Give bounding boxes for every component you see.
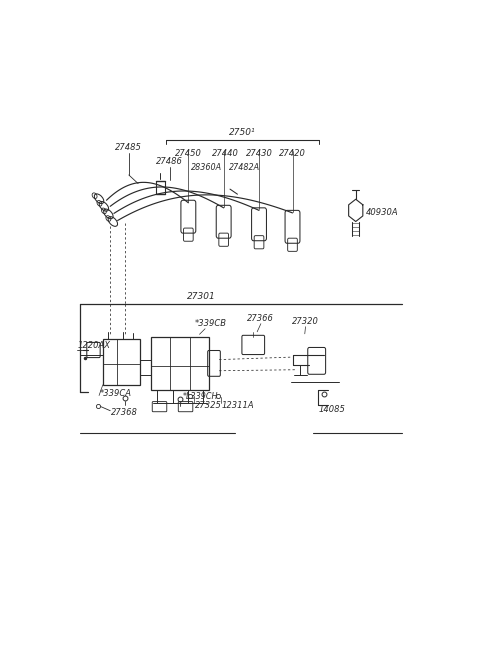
Text: 28360A: 28360A — [192, 164, 223, 172]
Text: 27485: 27485 — [115, 143, 142, 152]
Text: 27450: 27450 — [175, 148, 202, 158]
Text: 12311A: 12311A — [222, 401, 254, 410]
Text: 27366: 27366 — [248, 313, 274, 323]
Text: 40930A: 40930A — [366, 208, 398, 217]
Text: 27440: 27440 — [212, 148, 239, 158]
Text: 27301: 27301 — [187, 292, 216, 302]
Text: 27325: 27325 — [195, 401, 222, 410]
Text: 14085: 14085 — [319, 405, 346, 414]
Text: *339CB: *339CB — [195, 319, 227, 328]
Text: 27486: 27486 — [156, 157, 183, 166]
Text: 1220AX: 1220AX — [77, 342, 110, 350]
Text: *339CA: *339CA — [100, 389, 132, 398]
Text: 27420: 27420 — [279, 148, 306, 158]
Text: 2750¹: 2750¹ — [229, 128, 255, 137]
Text: 27368: 27368 — [111, 408, 138, 417]
Text: *L339CH: *L339CH — [183, 392, 218, 401]
Text: 27430: 27430 — [246, 148, 273, 158]
Text: 27320: 27320 — [292, 317, 319, 326]
Text: 27482A: 27482A — [228, 164, 260, 172]
